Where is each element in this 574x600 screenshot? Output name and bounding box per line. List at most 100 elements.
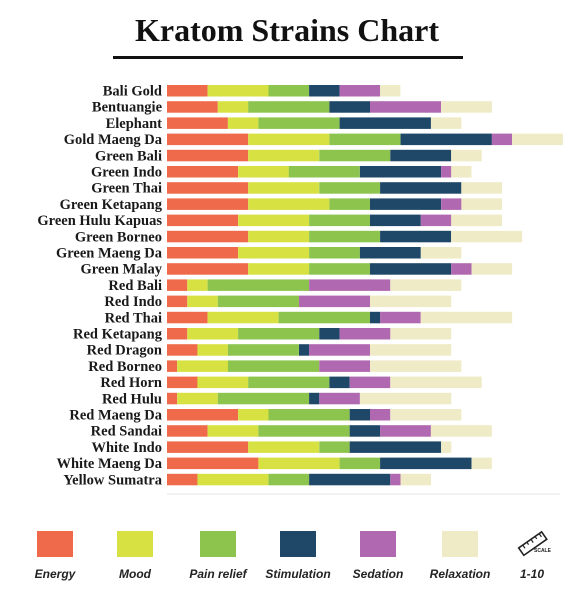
bar-segment-energy bbox=[167, 182, 249, 194]
category-label: Bentuangie bbox=[92, 100, 163, 116]
category-label: Red Horn bbox=[100, 375, 162, 391]
bar-segment-pain-relief bbox=[309, 214, 370, 227]
bar-segment-mood bbox=[197, 376, 249, 389]
bar-segment-mood bbox=[197, 344, 228, 356]
bar-segment-stimulation bbox=[390, 149, 452, 162]
category-label: Green Hulu Kapuas bbox=[37, 213, 162, 229]
legend-label-pain-relief: Pain relief bbox=[189, 567, 247, 581]
category-label: Red Ketapang bbox=[73, 327, 163, 343]
legend-swatch-mood bbox=[117, 531, 153, 557]
category-label: Elephant bbox=[106, 116, 163, 132]
bar-segment-sedation bbox=[319, 360, 371, 372]
bar-segment-stimulation bbox=[359, 166, 442, 178]
bar-segment-sedation bbox=[441, 166, 452, 178]
bar-segment-pain-relief bbox=[217, 295, 299, 308]
category-label: Red Hulu bbox=[102, 391, 162, 407]
category-label: Green Ketapang bbox=[60, 197, 163, 213]
bar-segment-mood bbox=[248, 230, 310, 243]
bar-segment-stimulation bbox=[370, 198, 441, 210]
bar-segment-mood bbox=[248, 441, 320, 453]
legend-swatch-stimulation bbox=[280, 531, 316, 557]
bar-segment-energy bbox=[167, 214, 238, 227]
category-label: Bali Gold bbox=[103, 84, 162, 100]
bar-segment-energy bbox=[167, 328, 188, 340]
bar-segment-mood bbox=[238, 409, 269, 421]
bar-segment-stimulation bbox=[319, 328, 340, 340]
bar-segment-relaxation bbox=[430, 117, 462, 129]
bar-segment-stimulation bbox=[309, 85, 340, 97]
bar-segment-relaxation bbox=[370, 344, 452, 356]
bar-segment-relaxation bbox=[441, 441, 452, 453]
bar-segment-pain-relief bbox=[268, 409, 350, 421]
bar-segment-energy bbox=[167, 295, 188, 308]
bar-segment-relaxation bbox=[380, 85, 401, 97]
bar-segment-pain-relief bbox=[217, 392, 310, 405]
bar-segment-pain-relief bbox=[248, 101, 330, 113]
legend-label-scale: 1-10 bbox=[519, 567, 545, 581]
bar-segment-mood bbox=[207, 425, 259, 437]
bar-segment-mood bbox=[177, 392, 218, 405]
bar-segment-relaxation bbox=[451, 166, 472, 178]
legend-label-energy: Energy bbox=[34, 567, 76, 581]
category-label: Green Bali bbox=[95, 148, 162, 164]
bar-segment-stimulation bbox=[309, 392, 320, 405]
bar-segment-stimulation bbox=[299, 344, 310, 356]
bar-segment-pain-relief bbox=[207, 279, 310, 291]
title-underline bbox=[113, 56, 463, 59]
bar-segment-pain-relief bbox=[319, 149, 391, 162]
category-label: Yellow Sumatra bbox=[63, 472, 162, 488]
category-label: White Indo bbox=[91, 440, 162, 456]
bar-segment-stimulation bbox=[349, 425, 381, 437]
bar-segment-relaxation bbox=[451, 214, 502, 227]
bar-segment-mood bbox=[187, 295, 218, 308]
bar-segment-sedation bbox=[380, 311, 421, 324]
legend-label-relaxation: Relaxation bbox=[429, 567, 491, 581]
bar-segment-mood bbox=[248, 198, 330, 210]
category-label: Green Thai bbox=[91, 181, 162, 197]
bar-segment-relaxation bbox=[451, 149, 482, 162]
bar-segment-stimulation bbox=[349, 409, 370, 421]
bar-segment-mood bbox=[197, 473, 269, 486]
bar-segment-relaxation bbox=[441, 101, 492, 113]
bar-segment-stimulation bbox=[380, 457, 472, 470]
bar-segment-stimulation bbox=[400, 133, 492, 146]
bar-segment-pain-relief bbox=[309, 230, 381, 243]
bar-segment-pain-relief bbox=[258, 425, 350, 437]
bar-segment-relaxation bbox=[400, 473, 431, 486]
category-label: Red Borneo bbox=[88, 359, 162, 375]
bar-segment-stimulation bbox=[329, 101, 370, 113]
bar-segment-pain-relief bbox=[227, 360, 320, 372]
bar-segment-sedation bbox=[349, 376, 391, 389]
bar-segment-relaxation bbox=[451, 230, 523, 243]
bar-segment-energy bbox=[167, 133, 249, 146]
bar-segment-mood bbox=[207, 311, 279, 324]
bar-segment-energy bbox=[167, 457, 259, 470]
legend-label-mood: Mood bbox=[119, 567, 151, 581]
bar-segment-relaxation bbox=[359, 392, 452, 405]
bar-segment-mood bbox=[177, 360, 228, 372]
bar-segment-mood bbox=[207, 85, 269, 97]
bar-segment-energy bbox=[167, 279, 188, 291]
legend-swatch-sedation bbox=[360, 531, 396, 557]
bar-segment-energy bbox=[167, 473, 198, 486]
category-label: Green Malay bbox=[81, 262, 163, 278]
bar-segment-energy bbox=[167, 360, 178, 372]
bar-segment-relaxation bbox=[430, 425, 492, 437]
category-label: Green Indo bbox=[91, 165, 162, 181]
bar-segment-relaxation bbox=[461, 182, 502, 194]
bar-segment-mood bbox=[238, 214, 310, 227]
bar-segment-pain-relief bbox=[238, 328, 320, 340]
bar-segment-mood bbox=[248, 182, 320, 194]
category-label: Red Maeng Da bbox=[69, 408, 162, 424]
bar-segment-relaxation bbox=[512, 133, 563, 146]
bar-segment-pain-relief bbox=[329, 133, 401, 146]
legend-label-sedation: Sedation bbox=[352, 567, 404, 581]
bar-segment-sedation bbox=[491, 133, 513, 146]
bar-segment-pain-relief bbox=[309, 263, 370, 275]
bar-segment-sedation bbox=[451, 263, 472, 275]
bar-segment-pain-relief bbox=[278, 311, 370, 324]
bar-segment-sedation bbox=[299, 295, 370, 308]
bar-segment-energy bbox=[167, 441, 249, 453]
bar-segment-sedation bbox=[441, 198, 462, 210]
bar-segment-relaxation bbox=[461, 198, 502, 210]
